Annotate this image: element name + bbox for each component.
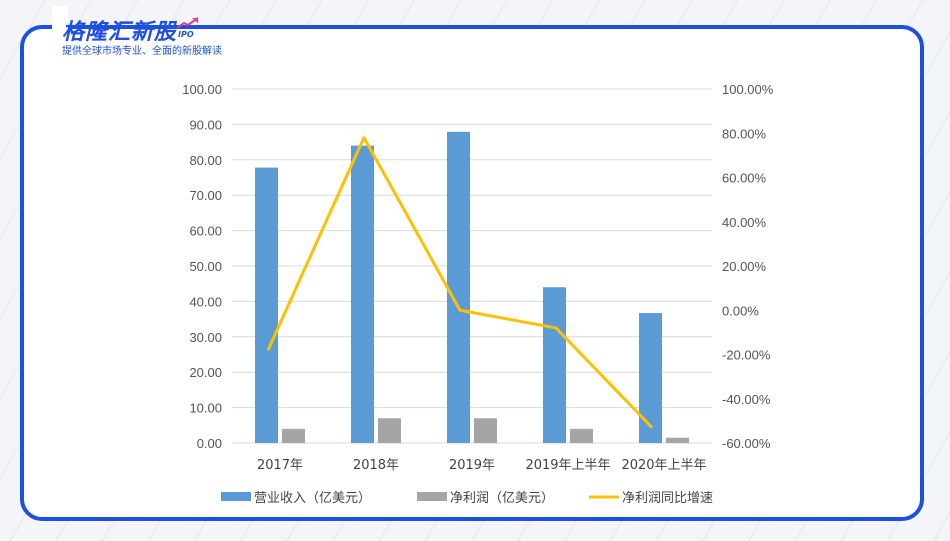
brand-logo: 格隆汇新股 IPO 提供全球市场专业、全面的新股解读 <box>52 6 222 57</box>
chart-frame <box>20 25 924 521</box>
legend: 营业收入（亿美元） 净利润（亿美元） 净利润同比增速 <box>221 491 713 506</box>
series-line <box>266 136 654 429</box>
category-labels: 2017年 2018年 2019年 2019年上半年 2020年上半年 <box>257 458 707 473</box>
left-tick-label: 80.00 <box>189 153 222 168</box>
left-tick-label: 20.00 <box>189 365 222 380</box>
left-tick-label: 10.00 <box>189 401 222 416</box>
category-label: 2017年 <box>257 458 303 473</box>
trend-arrow-icon <box>176 17 199 29</box>
legend-swatch <box>417 492 447 501</box>
left-tick-label: 60.00 <box>189 224 222 239</box>
left-tick-label: 30.00 <box>189 330 222 345</box>
bar <box>639 313 662 443</box>
left-tick-label: 90.00 <box>189 117 222 132</box>
bar <box>474 418 497 443</box>
right-tick-label: 20.00% <box>722 259 767 274</box>
growth-line <box>266 136 654 429</box>
bar <box>543 287 566 443</box>
bar <box>447 131 470 444</box>
right-axis-ticks: -60.00% -40.00% -20.00% 0.00% 20.00% 40.00% 60… <box>722 82 774 451</box>
left-tick-label: 50.00 <box>189 259 222 274</box>
brand-tag: IPO <box>178 30 194 39</box>
bar <box>666 437 689 443</box>
category-label: 2019年上半年 <box>525 458 610 473</box>
right-tick-label: -40.00% <box>722 392 771 407</box>
legend-label: 营业收入（亿美元） <box>254 491 371 506</box>
right-tick-label: 80.00% <box>722 126 767 141</box>
brand-subtitle: 提供全球市场专业、全面的新股解读 <box>62 46 222 57</box>
bar <box>255 167 278 443</box>
legend-swatch <box>221 492 251 501</box>
right-tick-label: 60.00% <box>722 171 767 186</box>
bar <box>282 428 305 443</box>
right-tick-label: 40.00% <box>722 215 767 230</box>
legend-label: 净利润同比增速 <box>622 491 713 506</box>
right-tick-label: -60.00% <box>722 436 771 451</box>
left-tick-label: 0.00 <box>197 436 222 451</box>
right-tick-label: -20.00% <box>722 348 771 363</box>
bars <box>255 131 689 444</box>
bar <box>351 145 374 443</box>
legend-label: 净利润（亿美元） <box>450 491 554 506</box>
bar <box>378 418 401 443</box>
left-axis-ticks: 0.00 10.00 20.00 30.00 40.00 50.00 60.00 70.00 8… <box>182 82 222 451</box>
left-tick-label: 40.00 <box>189 294 222 309</box>
brand-name: 格隆汇新股 <box>62 20 178 45</box>
right-tick-label: 100.00% <box>722 82 774 97</box>
right-tick-label: 0.00% <box>722 303 759 318</box>
left-tick-label: 70.00 <box>189 188 222 203</box>
category-label: 2020年上半年 <box>621 458 706 473</box>
category-label: 2018年 <box>353 458 399 473</box>
bar <box>570 428 593 443</box>
category-label: 2019年 <box>449 458 495 473</box>
left-tick-label: 100.00 <box>182 82 222 97</box>
